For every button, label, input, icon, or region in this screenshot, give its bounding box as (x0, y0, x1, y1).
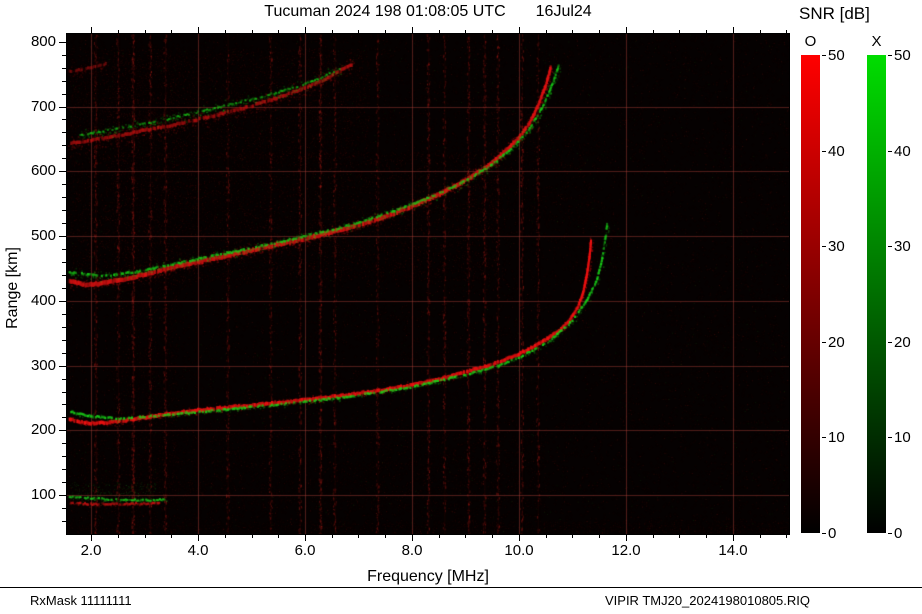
x-minor-tick (171, 535, 172, 538)
colorbar-o-tick-label: 0 (828, 525, 837, 542)
colorbar-title: SNR [dB] (799, 4, 870, 23)
x-minor-tick (760, 535, 761, 538)
colorbar-x-tick (888, 55, 892, 56)
x-tick-label: 2.0 (80, 542, 102, 559)
filename-text: VIPIR TMJ20_2024198010805.RIQ (604, 593, 810, 608)
x-tick-label: 12.0 (611, 542, 641, 559)
y-tick-label: 100 (30, 486, 56, 503)
x-minor-tick (225, 535, 226, 538)
colorbar-x-tick (888, 437, 892, 438)
x-tick (519, 535, 520, 541)
colorbar-o-tick (822, 246, 826, 247)
x-minor-tick (118, 535, 119, 538)
x-minor-tick (599, 535, 600, 538)
colorbar-o-tick (822, 151, 826, 152)
y-tick (59, 171, 66, 172)
x-minor-tick (492, 535, 493, 538)
colorbar-x-tick-label: 40 (894, 143, 911, 160)
y-tick (59, 107, 66, 108)
x-minor-tick (252, 535, 253, 538)
x-tick (626, 535, 627, 541)
x-tick (733, 535, 734, 541)
x-tick-label: 6.0 (294, 542, 316, 559)
colorbar-x-tick-label: 10 (894, 429, 911, 446)
y-tick (59, 366, 66, 367)
x-tick-label: 14.0 (718, 542, 748, 559)
rxmask-text: RxMask 11111111 (30, 593, 132, 608)
y-tick-label: 700 (30, 98, 56, 115)
y-tick (59, 236, 66, 237)
x-axis-label: Frequency [MHz] (367, 568, 489, 585)
o-mode-colorbar (801, 55, 820, 533)
colorbar-o-tick (822, 342, 826, 343)
x-minor-tick (145, 535, 146, 538)
x-tick (305, 535, 306, 541)
x-tick (198, 535, 199, 541)
colorbar-x-tick-label: 50 (894, 47, 911, 64)
y-tick-label: 200 (30, 421, 56, 438)
colorbar-o-tick-label: 10 (828, 429, 845, 446)
y-tick (59, 301, 66, 302)
colorbar-x-tick (888, 151, 892, 152)
colorbar-o-tick (822, 55, 826, 56)
y-tick (59, 42, 66, 43)
y-tick (59, 430, 66, 431)
x-minor-tick (332, 535, 333, 538)
plot-area[interactable] (66, 33, 790, 535)
x-tick-label: 4.0 (187, 542, 209, 559)
title-date: 16Jul24 (535, 3, 592, 20)
x-tick-label: 8.0 (401, 542, 423, 559)
y-tick-label: 600 (30, 162, 56, 179)
colorbar-x-tick (888, 342, 892, 343)
y-tick (59, 495, 66, 496)
colorbar-o-tick (822, 533, 826, 534)
x-minor-tick (679, 535, 680, 538)
x-minor-tick (439, 535, 440, 538)
x-minor-tick (385, 535, 386, 538)
x-minor-tick (465, 535, 466, 538)
x-mode-colorbar (867, 55, 886, 533)
colorbar-o-tick (822, 437, 826, 438)
x-tick (412, 535, 413, 541)
colorbar-x-tick (888, 246, 892, 247)
x-minor-tick (546, 535, 547, 538)
title-row: Tucuman 2024 198 01:08:05 UTC 16Jul24 (66, 3, 790, 21)
x-minor-tick (358, 535, 359, 538)
ionogram-canvas[interactable] (67, 34, 789, 534)
colorbar-o-label: O (804, 33, 817, 50)
x-minor-tick (278, 535, 279, 538)
colorbar-o-tick-label: 30 (828, 238, 845, 255)
colorbar-x-tick (888, 533, 892, 534)
x-minor-tick (786, 535, 787, 538)
footer-divider (0, 587, 922, 588)
colorbar-o-tick-label: 50 (828, 47, 845, 64)
y-axis-label: Range [km] (4, 247, 21, 329)
colorbar-x-tick-label: 0 (894, 525, 903, 542)
colorbar-o-tick-label: 40 (828, 143, 845, 160)
y-tick-label: 800 (30, 33, 56, 50)
x-tick-label: 10.0 (504, 542, 534, 559)
x-minor-tick (706, 535, 707, 538)
x-tick (91, 535, 92, 541)
x-minor-tick (653, 535, 654, 538)
station-title: Tucuman 2024 198 01:08:05 UTC (264, 3, 506, 20)
colorbar-x-label: X (871, 33, 882, 50)
colorbar-x-tick-label: 20 (894, 334, 911, 351)
x-minor-tick (572, 535, 573, 538)
colorbar-x-tick-label: 30 (894, 238, 911, 255)
colorbar-o-tick-label: 20 (828, 334, 845, 351)
